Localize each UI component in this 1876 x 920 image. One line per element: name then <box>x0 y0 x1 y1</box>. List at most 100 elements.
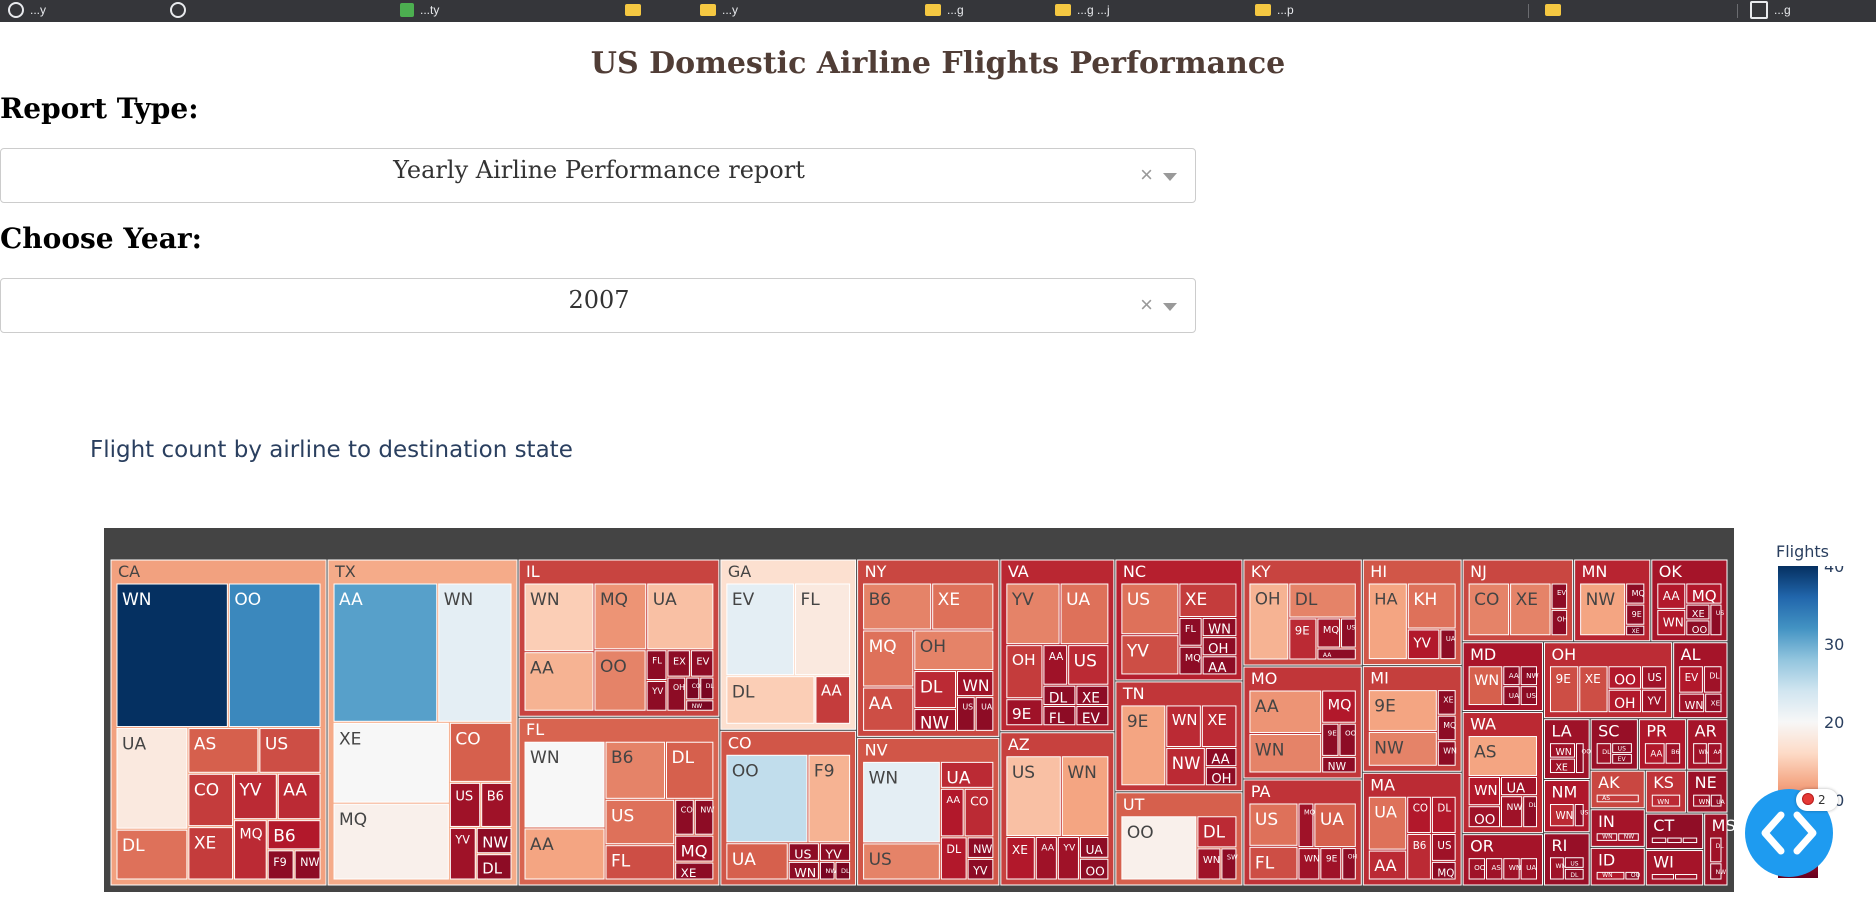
treemap-airline-tile[interactable] <box>932 583 994 630</box>
treemap-airline-tile[interactable] <box>1549 666 1579 713</box>
bookmark-item[interactable] <box>625 2 647 18</box>
treemap-airline-tile[interactable] <box>524 828 605 880</box>
treemap-airline-tile[interactable] <box>1197 848 1221 880</box>
treemap-airline-tile[interactable] <box>940 837 967 880</box>
treemap-airline-tile[interactable] <box>1201 705 1237 747</box>
treemap-airline-tile[interactable] <box>1657 583 1686 609</box>
treemap-airline-tile[interactable] <box>524 583 594 652</box>
treemap-airline-tile[interactable] <box>1596 743 1612 764</box>
treemap-airline-tile[interactable] <box>1520 666 1537 686</box>
treemap-airline-tile[interactable] <box>594 583 647 650</box>
treemap-airline-tile[interactable] <box>646 650 667 681</box>
treemap-airline-tile[interactable] <box>1249 846 1298 880</box>
treemap-airline-tile[interactable] <box>259 728 321 773</box>
treemap-airline-tile[interactable] <box>863 583 932 630</box>
treemap-airline-tile[interactable] <box>1035 837 1057 880</box>
treemap-state-TX[interactable]: TX AA WN XE MQ CO US B6 YV NW DL <box>327 559 518 886</box>
treemap-airline-tile[interactable] <box>1061 756 1109 837</box>
treemap-airline-tile[interactable] <box>594 650 646 711</box>
treemap-airline-tile[interactable] <box>1121 705 1166 786</box>
treemap-airline-tile[interactable] <box>1682 837 1698 844</box>
treemap-airline-tile[interactable] <box>1060 583 1109 645</box>
treemap-state-UT[interactable]: UT OO DL WN SW <box>1115 792 1243 886</box>
treemap-airline-tile[interactable] <box>967 858 994 880</box>
treemap-airline-tile[interactable] <box>694 799 714 835</box>
treemap-airline-tile[interactable] <box>1608 666 1642 689</box>
treemap-airline-tile[interactable] <box>333 803 449 880</box>
treemap-state-NY[interactable]: NY B6 XE MQ AA OH DL NW WN US UA <box>857 559 1000 737</box>
treemap-airline-tile[interactable] <box>1179 617 1202 646</box>
treemap-state-AK[interactable]: AK AS <box>1590 770 1645 809</box>
treemap-airline-tile[interactable] <box>1651 874 1674 880</box>
treemap-airline-tile[interactable] <box>726 754 808 843</box>
treemap-airline-tile[interactable] <box>863 687 914 731</box>
treemap-airline-tile[interactable] <box>1043 645 1068 685</box>
treemap-airline-tile[interactable] <box>476 827 512 854</box>
treemap-airline-tile[interactable] <box>1575 743 1584 774</box>
treemap-airline-tile[interactable] <box>835 861 851 880</box>
treemap-airline-tile[interactable] <box>1500 776 1537 796</box>
treemap-airline-tile[interactable] <box>1520 858 1537 880</box>
treemap-airline-tile[interactable] <box>646 681 667 711</box>
treemap-airline-tile[interactable] <box>234 773 277 820</box>
treemap-airline-tile[interactable] <box>1006 699 1043 726</box>
treemap-state-KS[interactable]: KS WN <box>1645 770 1687 813</box>
year-dropdown[interactable]: 2007 × <box>0 278 1196 333</box>
treemap-state-PA[interactable]: PA US FL MQ UA WN 9E OH <box>1243 779 1362 886</box>
treemap-airline-tile[interactable] <box>1202 637 1237 656</box>
treemap-airline-tile[interactable] <box>1705 693 1722 713</box>
treemap-airline-tile[interactable] <box>1612 743 1632 753</box>
treemap-airline-tile[interactable] <box>333 583 438 722</box>
treemap-airline-tile[interactable] <box>1289 618 1317 660</box>
treemap-airline-tile[interactable] <box>1549 758 1575 774</box>
chevron-down-icon[interactable] <box>1163 173 1177 181</box>
treemap-airline-tile[interactable] <box>940 788 964 837</box>
treemap-airline-tile[interactable] <box>914 671 957 709</box>
treemap-airline-tile[interactable] <box>1520 686 1537 706</box>
treemap-airline-tile[interactable] <box>1651 837 1667 844</box>
treemap-airline-tile[interactable] <box>1503 858 1520 880</box>
treemap-airline-tile[interactable] <box>1437 715 1456 741</box>
treemap-airline-tile[interactable] <box>957 697 975 731</box>
treemap-airline-tile[interactable] <box>267 820 321 850</box>
treemap-airline-tile[interactable] <box>524 741 605 828</box>
treemap-airline-tile[interactable] <box>1625 871 1639 880</box>
treemap-airline-tile[interactable] <box>1407 833 1431 880</box>
treemap-airline-tile[interactable] <box>1166 705 1201 747</box>
treemap-airline-tile[interactable] <box>1580 583 1626 636</box>
treemap-airline-tile[interactable] <box>277 773 321 820</box>
treemap-airline-tile[interactable] <box>524 652 594 711</box>
treemap-state-MO[interactable]: MO AA WN MQ 9E OO NW <box>1243 666 1362 779</box>
treemap-airline-tile[interactable] <box>1249 583 1289 660</box>
treemap-airline-tile[interactable] <box>667 677 686 711</box>
treemap-airline-tile[interactable] <box>726 583 794 676</box>
treemap-state-OR[interactable]: OR OO AS WN UA <box>1462 834 1543 886</box>
treemap-airline-tile[interactable] <box>1166 747 1205 786</box>
treemap-airline-tile[interactable] <box>1503 666 1520 686</box>
treemap-airline-tile[interactable] <box>1202 617 1237 637</box>
treemap-airline-tile[interactable] <box>1006 756 1061 837</box>
treemap-state-CT[interactable]: CT <box>1645 813 1704 850</box>
treemap-airline-tile[interactable] <box>1468 666 1503 706</box>
treemap-airline-tile[interactable] <box>1679 666 1703 693</box>
treemap-airline-tile[interactable] <box>1686 620 1710 636</box>
treemap-airline-tile[interactable] <box>1431 796 1456 833</box>
treemap-state-NE[interactable]: NE WN UA <box>1687 770 1728 813</box>
treemap-airline-tile[interactable] <box>1368 796 1407 850</box>
treemap-airline-tile[interactable] <box>1468 858 1485 880</box>
treemap-airline-tile[interactable] <box>1068 645 1109 685</box>
treemap-airline-tile[interactable] <box>449 782 481 827</box>
treemap-airline-tile[interactable] <box>449 722 512 782</box>
treemap-airline-tile[interactable] <box>1339 723 1356 756</box>
treemap-airline-tile[interactable] <box>1468 736 1537 776</box>
treemap-airline-tile[interactable] <box>1314 803 1356 848</box>
treemap-airline-tile[interactable] <box>1197 816 1237 848</box>
chevron-down-icon[interactable] <box>1163 303 1177 311</box>
treemap-state-LA[interactable]: LA WN XE OO <box>1543 719 1591 780</box>
treemap-airline-tile[interactable] <box>1322 690 1356 723</box>
treemap-state-NV[interactable]: NV WN US UA AA CO DL NW YV <box>857 737 1000 886</box>
treemap-state-RI[interactable]: RI WN US DL <box>1543 833 1590 886</box>
treemap-airline-tile[interactable] <box>1368 583 1407 660</box>
treemap-airline-tile[interactable] <box>1407 629 1440 660</box>
treemap-airline-tile[interactable] <box>1179 646 1202 675</box>
